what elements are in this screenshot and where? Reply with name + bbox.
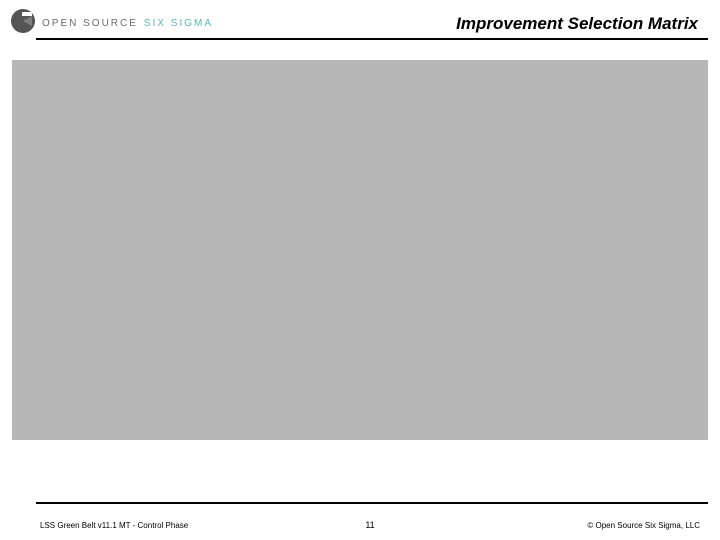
header-divider <box>36 38 708 40</box>
slide-footer: LSS Green Belt v11.1 MT - Control Phase … <box>0 510 720 540</box>
page-number: 11 <box>365 520 374 530</box>
slide: OPEN SOURCE SIX SIGMA Improvement Select… <box>0 0 720 540</box>
content-placeholder <box>12 60 708 440</box>
brand-text-2: SIX SIGMA <box>144 18 213 29</box>
brand-text-1: OPEN SOURCE <box>42 18 138 29</box>
footer-divider <box>36 502 708 504</box>
brand-logo: OPEN SOURCE SIX SIGMA <box>10 8 213 39</box>
logo-icon <box>10 8 36 39</box>
footer-left-text: LSS Green Belt v11.1 MT - Control Phase <box>40 521 365 530</box>
slide-header: OPEN SOURCE SIX SIGMA Improvement Select… <box>0 0 720 46</box>
slide-title: Improvement Selection Matrix <box>456 14 698 34</box>
footer-right-text: © Open Source Six Sigma, LLC <box>375 521 700 530</box>
